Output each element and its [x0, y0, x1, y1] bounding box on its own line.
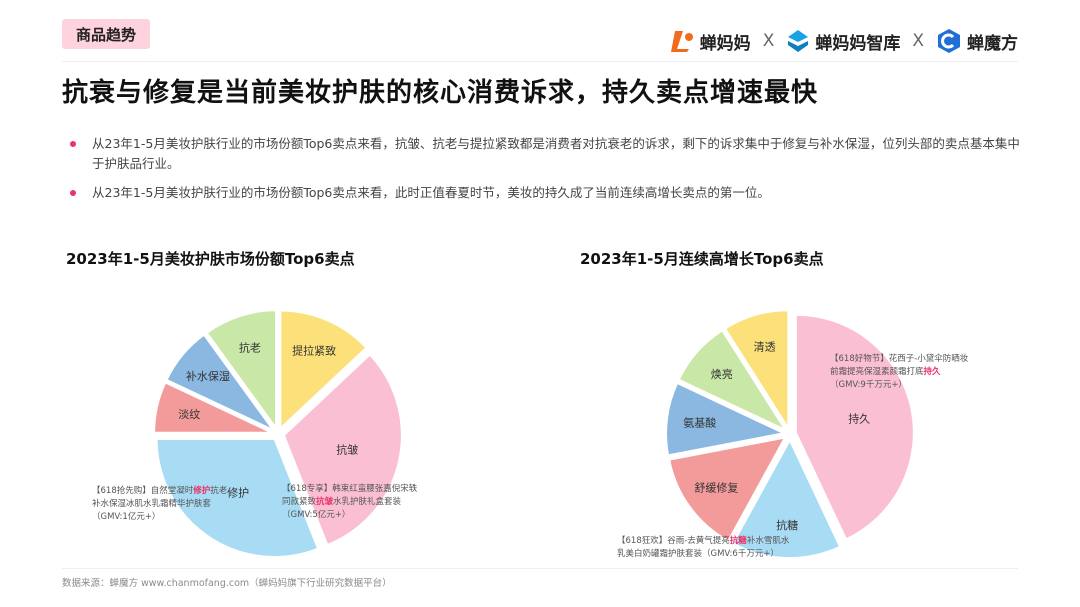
logo-separator: X	[912, 31, 924, 51]
logo-separator: X	[762, 31, 775, 51]
product-annotation: 【618抢先购】自然堂凝时修护抗老补水保湿冰肌水乳霜精华护肤套（GMV:1亿元+…	[92, 485, 228, 522]
pie-slice-清透	[723, 309, 790, 432]
bullet-text: 从23年1-5月美妆护肤行业的市场份额Top6卖点来看，抗皱、抗老与提拉紧致都是…	[92, 136, 1020, 171]
section-tag: 商品趋势	[62, 19, 150, 49]
pie-slice-抗皱	[282, 353, 403, 547]
chanmama-logo-icon	[670, 31, 693, 52]
pie-slice-提拉紧致	[279, 309, 368, 431]
pie-slice-焕亮	[677, 329, 789, 433]
partner-logos: 蝉妈妈 X 蝉妈妈智库 X 蝉魔方	[669, 24, 1018, 58]
zhiku-brand: 蝉妈妈智库	[786, 29, 900, 54]
zhiku-brand-label: 蝉妈妈智库	[815, 33, 901, 54]
pie-slice-氨基酸	[665, 381, 788, 457]
pie-slice-label: 抗老	[239, 340, 261, 354]
chanmofang-logo-icon	[938, 29, 960, 53]
pie-slice-舒缓修复	[668, 436, 788, 543]
bullet-item: 从23年1-5月美妆护肤行业的市场份额Top6卖点来看，此时正值春夏时节，美妆的…	[70, 183, 1020, 203]
data-source-footer: 数据来源：蝉魔方 www.chanmofang.com（蝉妈妈旗下行业研究数据平…	[62, 578, 392, 589]
footer-divider	[62, 568, 1018, 569]
pie-slice-label: 舒缓修复	[694, 480, 738, 494]
pie-slice-label: 抗皱	[336, 442, 358, 456]
chanmama-brand-label: 蝉妈妈	[699, 33, 751, 54]
bullet-dot-icon	[70, 190, 76, 196]
pie-slice-淡纹	[153, 381, 273, 434]
growth-chart-title: 2023年1-5月连续高增长Top6卖点	[580, 250, 824, 268]
pie-slice-抗糖	[731, 437, 842, 559]
pie-slice-label: 持久	[848, 412, 870, 426]
pie-slice-label: 清透	[754, 341, 776, 354]
chanmofang-brand-label: 蝉魔方	[967, 33, 1018, 54]
insight-bullets: 从23年1-5月美妆护肤行业的市场份额Top6卖点来看，抗皱、抗老与提拉紧致都是…	[70, 134, 1020, 212]
bullet-item: 从23年1-5月美妆护肤行业的市场份额Top6卖点来看，抗皱、抗老与提拉紧致都是…	[70, 134, 1020, 174]
pie-slice-label: 抗糖	[776, 518, 798, 532]
pie-slice-label: 修护	[227, 486, 249, 500]
product-annotation: 【618专享】韩束红蛮腰张嘉倪宋轶同款紧致抗皱水乳护肤礼盒套装（GMV:5亿元+…	[282, 483, 418, 520]
page-headline: 抗衰与修复是当前美妆护肤的核心消费诉求，持久卖点增速最快	[62, 78, 819, 108]
pie-slice-持久	[794, 313, 915, 541]
chanmofang-brand: 蝉魔方	[936, 28, 1018, 54]
pie-slice-label: 提拉紧致	[292, 344, 336, 358]
chanmama-brand: 蝉妈妈	[669, 29, 751, 54]
product-annotation: 【618狂欢】谷雨-去黄气提亮抗糖补水雪肌水乳美白奶罐霜护肤套装（GMV:6千万…	[617, 535, 790, 559]
bullet-text: 从23年1-5月美妆护肤行业的市场份额Top6卖点来看，此时正值春夏时节，美妆的…	[92, 185, 770, 200]
pie-slice-抗老	[205, 309, 278, 432]
pie-slice-补水保湿	[165, 333, 275, 432]
pie-slice-label: 焕亮	[711, 367, 733, 381]
pie-slice-label: 淡纹	[178, 407, 200, 421]
bullet-dot-icon	[70, 141, 76, 147]
pie-slice-label: 氨基酸	[683, 416, 716, 430]
pie-slice-label: 补水保湿	[186, 369, 230, 383]
header-divider	[62, 61, 1018, 62]
pie-slice-修护	[155, 437, 320, 558]
zhiku-logo-icon	[788, 30, 809, 52]
market-share-chart-title: 2023年1-5月美妆护肤市场份额Top6卖点	[66, 250, 355, 268]
product-annotation: 【618好物节】花西子-小黛伞防晒妆前霜提亮保湿素颜霜打底持久（GMV:9千万元…	[830, 353, 969, 390]
